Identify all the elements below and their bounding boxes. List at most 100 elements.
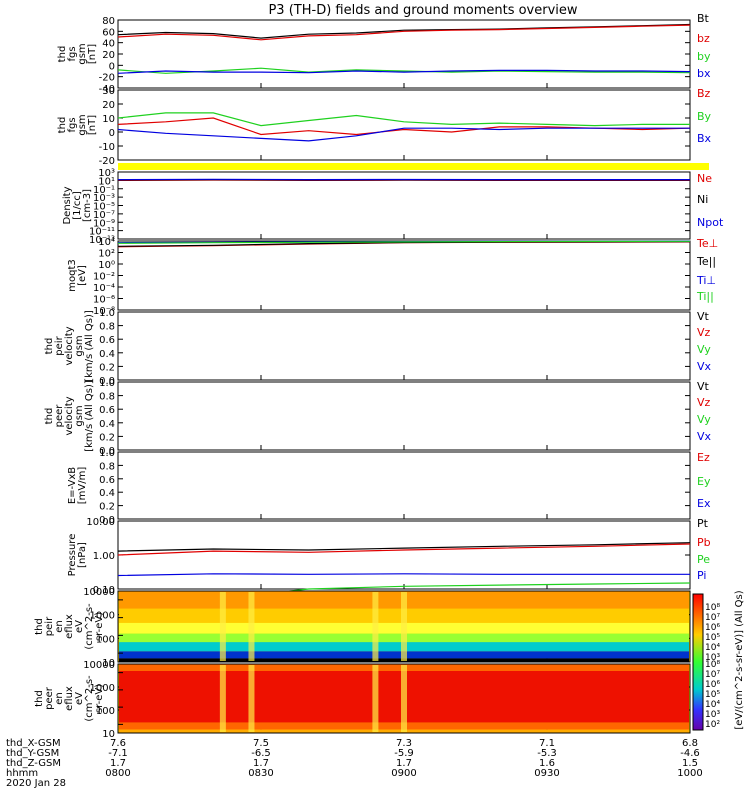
ytick-label: 10¹ [98, 176, 115, 187]
ylabel-line: thd [57, 117, 68, 134]
ylabel-line: E=-VxB [67, 467, 78, 504]
ytick-label: 0.2 [99, 502, 115, 513]
ylabel-line: fgs [67, 117, 78, 132]
ylabel-line: eV [74, 620, 85, 633]
legend-entry: bz [697, 32, 710, 45]
series-line-by [117, 67, 691, 74]
ylabel-line: Pressure [67, 534, 78, 577]
ylabel-line: peir [44, 616, 55, 636]
colorbar-rect [692, 593, 704, 731]
ytick-label: 0.6 [99, 475, 115, 486]
xaxis-value: -6.5 [251, 748, 271, 759]
legend-entry: Bx [697, 132, 712, 145]
xaxis-value: 0830 [248, 768, 273, 779]
ytick-label: -20 [99, 73, 115, 84]
legend-entry: by [697, 50, 711, 63]
series-line-bz [117, 24, 691, 41]
legend-entry: Vy [697, 413, 711, 426]
ylabel-line: [nT] [87, 115, 98, 135]
ytick-label: 10.00 [86, 517, 115, 528]
heatmap-stripe [219, 592, 226, 661]
legend-entry: Te|| [696, 255, 716, 268]
ytick-label: 10⁻⁸ [93, 306, 115, 317]
legend-entry: Pi [697, 569, 706, 582]
ytick-label: 10⁴ [98, 237, 115, 248]
xaxis-value: 6.8 [682, 738, 698, 749]
xaxis-value: 0930 [534, 768, 559, 779]
heatmap-stripe [401, 665, 407, 732]
ytick-label: 10⁻⁴ [93, 283, 115, 294]
xaxis-row-label: thd_Y-GSM [6, 748, 59, 759]
ylabel-line: [cm-3] [82, 189, 93, 222]
x-axis-labels: thd_X-GSM 7.6 7.5 7.3 7.1 6.8 thd_Y-GSM -7.1 -6.… [6, 738, 703, 789]
ytick-label: 10⁻¹¹ [89, 227, 115, 238]
legend-entry: Te⊥ [696, 237, 718, 250]
ytick-label: 0.8 [99, 392, 115, 403]
ylabel-line: velocity [64, 326, 75, 365]
panel-p2: thd fgs gsm [nT] 30 20 10 0 -10 -20 Bz By Bx [57, 86, 712, 167]
panel-p10: thd peer en eflux eV (cm^2-s-sr-eV) 10000 1000 1… [34, 660, 691, 740]
ylabel-line: [nT] [87, 44, 98, 64]
ylabel-line: [eV] [77, 265, 88, 286]
ylabel-line: [km/s (All Qs)] [84, 310, 95, 382]
panel-p9: thd peir en eflux eV (cm^2-s-sr-eV) 10000 1000 1… [34, 587, 691, 669]
ytick-label: 0 [109, 128, 115, 139]
xaxis-value: 7.5 [253, 738, 269, 749]
xaxis-value: 7.1 [539, 738, 555, 749]
legend-entry: Ne [697, 172, 712, 185]
ylabel-line: gsm [74, 405, 85, 426]
panel-frame [117, 663, 691, 734]
ylabel-line: peer [54, 404, 65, 428]
ytick-label: 1000 [90, 611, 115, 622]
ylabel-line: velocity [64, 396, 75, 435]
colorbar-tick: 10⁴ [705, 643, 720, 653]
ylabel-line: eV [74, 692, 85, 705]
heatmap-stripe [219, 665, 226, 732]
ytick-label: -20 [99, 156, 115, 167]
panel-p7: E=-VxB [mV/m] 1.0 0.8 0.6 0.4 0.2 0.0 Ez Ey Ex [67, 448, 711, 526]
ytick-label: 30 [102, 86, 115, 97]
colorbar-tick: 10³ [705, 653, 720, 663]
ylabel-line: gsm [77, 43, 88, 64]
series-line-Ti|| [117, 240, 691, 244]
heatmap-stripe [248, 592, 255, 661]
ylabel-line: fgs [67, 46, 78, 61]
legend-entry: Ti|| [696, 290, 714, 303]
colorbar-tick: 10⁶ [705, 680, 720, 690]
ylabel-line: (cm^2-s- [84, 675, 95, 722]
colorbar-label: [eV/(cm^2-s-sr-eV)] (All Qs) [734, 590, 745, 729]
xaxis-value: 1000 [677, 768, 702, 779]
ylabel-line: moqt3 [67, 259, 78, 292]
ytick-label: 10⁻⁵ [93, 202, 115, 213]
legend-entry: bx [697, 67, 711, 80]
colorbar-tick: 10⁷ [705, 613, 720, 623]
xaxis-value: -7.1 [108, 748, 128, 759]
xaxis-value: 0800 [105, 768, 130, 779]
ytick-label: 10² [98, 249, 115, 260]
ylabel-line: gsm [77, 114, 88, 135]
heatmap-stripe [401, 592, 407, 661]
panel-p3: Density [1/cc] [cm-3]10³10¹10⁻¹10⁻³10⁻⁵10⁻… [62, 168, 724, 246]
xaxis-row-label: hhmm [6, 768, 38, 779]
legend-entry: Vz [697, 396, 711, 409]
panel-frame [117, 171, 691, 240]
colorbar-tick: 10³ [705, 710, 720, 720]
ytick-label: 0.2 [99, 432, 115, 443]
colorbar-tick: 10⁶ [705, 623, 720, 633]
heatmap-stripe [372, 665, 379, 732]
legend-entry: Vx [697, 430, 712, 443]
colorbar-tick: 10⁸ [705, 660, 720, 670]
xaxis-value: 1.5 [682, 758, 698, 769]
heatmap-stripe [372, 592, 379, 661]
ylabel-line: eflux [64, 614, 75, 639]
ytick-label: 1.0 [99, 448, 115, 459]
colorbar-tick: 10⁵ [705, 690, 720, 700]
ytick-label: 0.4 [99, 488, 115, 499]
ylabel-line: gsm [74, 335, 85, 356]
xaxis-value: 7.6 [110, 738, 126, 749]
ylabel-line: thd [44, 408, 55, 425]
panel-frame [117, 451, 691, 520]
panel-p6: thd peer velocity gsm [km/s (All Qs)] 1.0 0.8 0… [44, 378, 712, 457]
colorbar-tick: 10⁷ [705, 670, 720, 680]
